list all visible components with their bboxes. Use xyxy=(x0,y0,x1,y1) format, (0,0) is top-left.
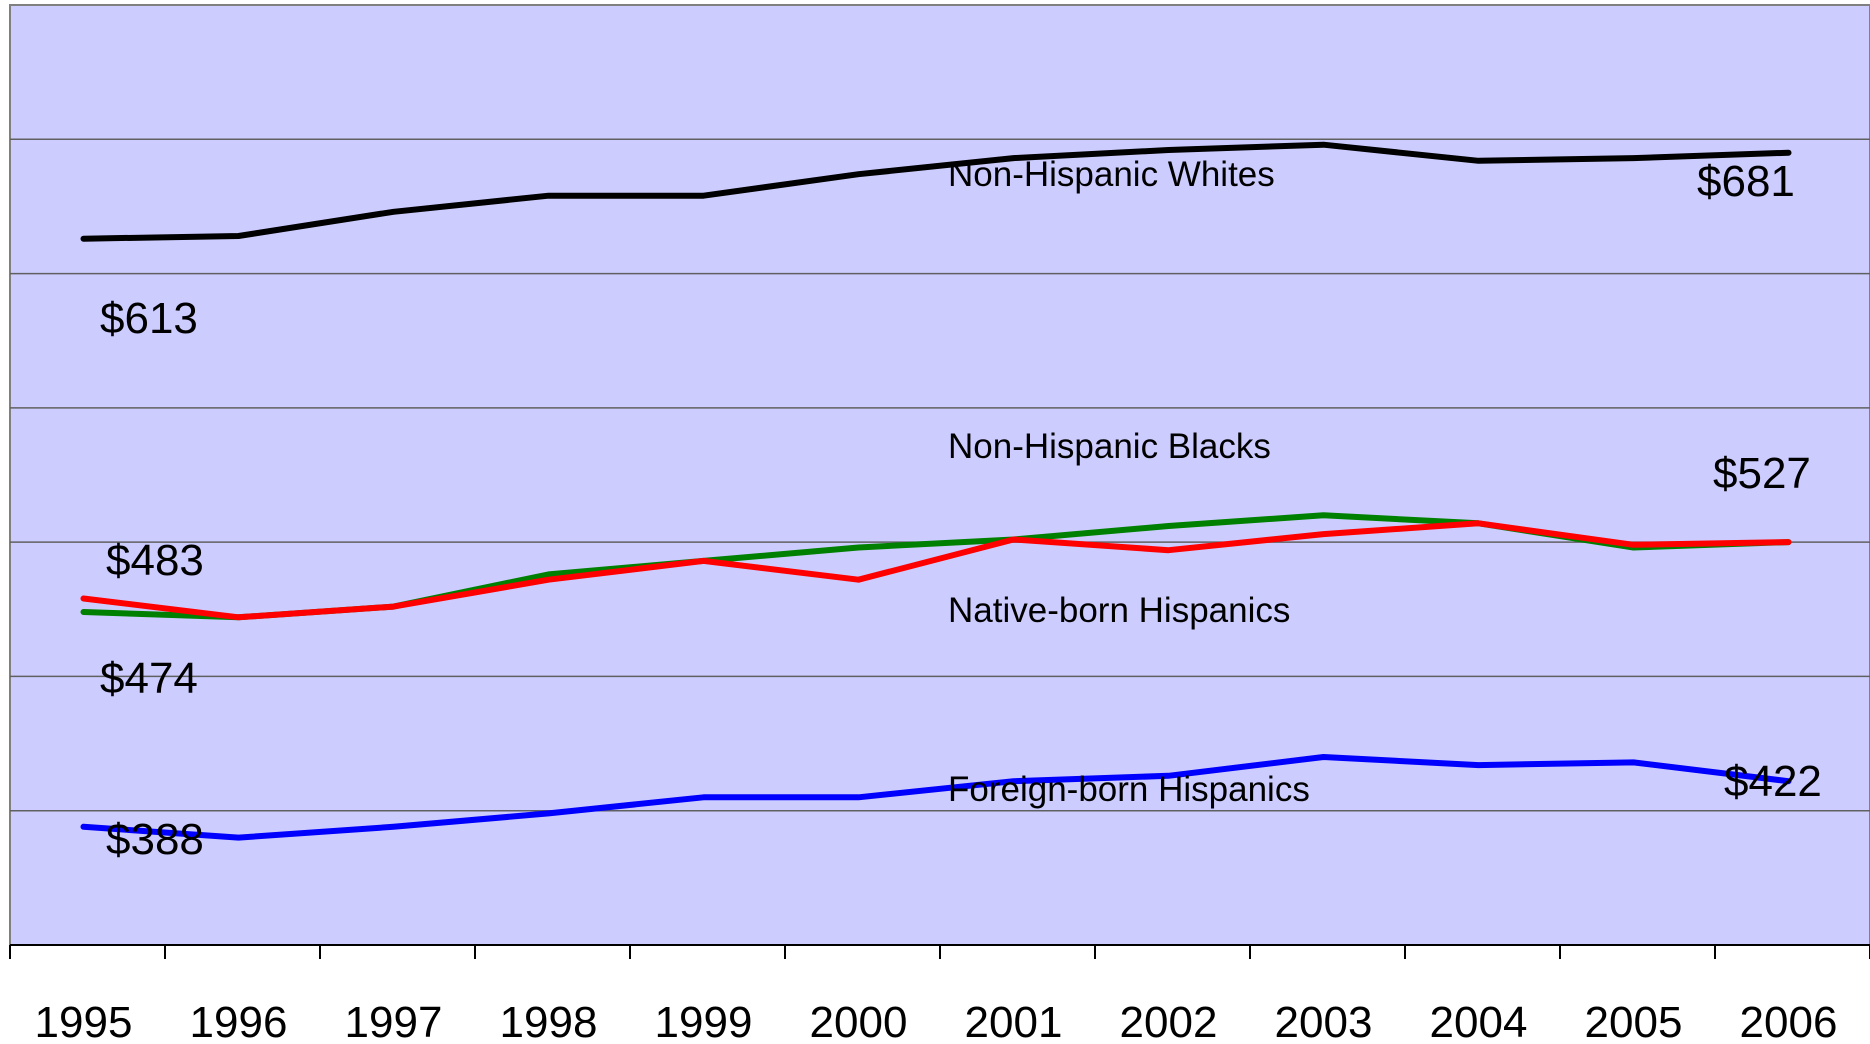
series-label-native-born-hispanics: Native-born Hispanics xyxy=(948,591,1290,630)
series-lines xyxy=(80,141,1792,841)
value-label-blacks-end: $527 xyxy=(1713,449,1811,498)
series-label-foreign-born-hispanics: Foreign-born Hispanics xyxy=(948,770,1310,809)
series-label-non-hispanic-whites: Non-Hispanic Whites xyxy=(948,155,1275,194)
chart-labels: Non-Hispanic Whites Non-Hispanic Blacks … xyxy=(100,155,1822,864)
x-tick-label-1997: 1997 xyxy=(345,998,443,1044)
series-label-non-hispanic-blacks: Non-Hispanic Blacks xyxy=(948,427,1271,466)
x-tick-label-1999: 1999 xyxy=(655,998,753,1044)
x-tick-label-2001: 2001 xyxy=(965,998,1063,1044)
value-label-whites-end: $681 xyxy=(1697,157,1795,206)
x-tick-label-2003: 2003 xyxy=(1275,998,1373,1044)
x-tick-label-2006: 2006 xyxy=(1740,998,1838,1044)
x-tick-label-1998: 1998 xyxy=(500,998,598,1044)
value-label-blacks-start: $474 xyxy=(100,654,198,703)
series-line-native-born-hispanics xyxy=(80,520,1792,621)
value-label-foreign-start: $388 xyxy=(106,815,204,864)
x-tick-label-2002: 2002 xyxy=(1120,998,1218,1044)
x-tick-label-2000: 2000 xyxy=(810,998,908,1044)
value-label-foreign-end: $422 xyxy=(1724,757,1822,806)
x-axis: 1995 1996 1997 1998 1999 2000 2001 2002 2003 2004… xyxy=(9,944,1870,1044)
value-label-native-born-start: $483 xyxy=(106,536,204,585)
value-label-whites-start: $613 xyxy=(100,294,198,343)
x-tick-label-1996: 1996 xyxy=(190,998,288,1044)
series-line-non-hispanic-whites xyxy=(80,141,1792,242)
x-tick-label-2005: 2005 xyxy=(1585,998,1683,1044)
x-tick-label-1995: 1995 xyxy=(35,998,133,1044)
x-tick-label-2004: 2004 xyxy=(1430,998,1528,1044)
plot-area xyxy=(9,4,1870,946)
series-line-foreign-born-hispanics xyxy=(80,754,1792,841)
